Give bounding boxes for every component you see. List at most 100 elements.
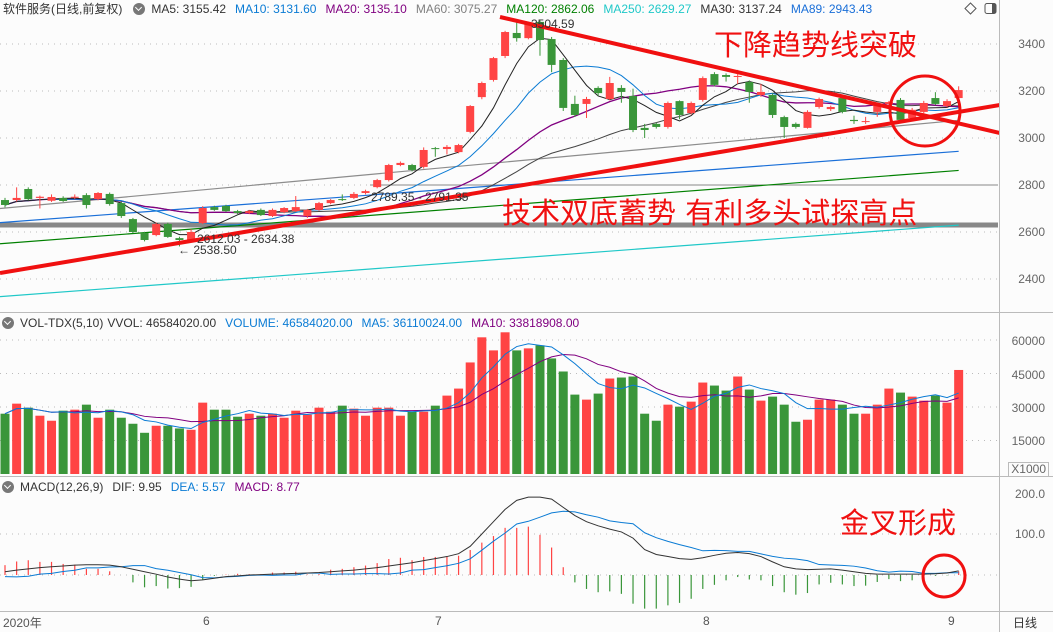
candle-body: [268, 209, 277, 217]
volume-bar: [395, 415, 405, 474]
period-button[interactable]: 日线: [1013, 616, 1038, 630]
volume-bar: [872, 404, 882, 474]
breakout-circle: [888, 74, 962, 148]
volume-bar: [349, 408, 359, 474]
dea-value: DEA: 5.57: [170, 480, 226, 494]
candle-body: [291, 207, 300, 212]
dropdown-icon[interactable]: [2, 317, 14, 329]
price-tick: 2600: [1018, 225, 1045, 239]
candle-body: [687, 102, 696, 114]
volume-bar: [361, 415, 371, 474]
volume-unit: X1000: [1008, 462, 1049, 477]
dropdown-icon[interactable]: [133, 3, 146, 15]
panel-toggle-icon[interactable]: [984, 2, 997, 15]
candle-body: [419, 149, 428, 167]
candle-body: [338, 199, 347, 201]
candle-body: [152, 224, 161, 236]
dea-line: [4, 510, 959, 579]
candle-body: [373, 180, 382, 188]
volume-bar: [58, 410, 68, 474]
volume-bar: [209, 409, 219, 474]
volume-bar: [768, 396, 778, 474]
volume-bar: [582, 399, 591, 474]
volume-bar: [186, 429, 196, 474]
candle-body: [594, 87, 603, 94]
price-range-label: 2789.35 - 2791.35: [371, 190, 469, 204]
volume-bar: [744, 389, 754, 474]
candle-body: [733, 75, 742, 77]
volume-bar: [465, 362, 475, 474]
ma-value: MA10: 3131.60: [235, 2, 317, 16]
diamond-icon[interactable]: [964, 2, 977, 15]
ma-value: MA89: 2943.43: [790, 2, 873, 16]
ma-value: MA250: 2629.27: [603, 2, 692, 16]
candle-body: [94, 192, 103, 200]
volume-bar: [314, 407, 324, 474]
volume-bar: [675, 406, 685, 474]
candle-body: [535, 21, 544, 41]
volume-bar: [116, 417, 126, 474]
candle-body: [454, 145, 463, 153]
ma-value: MA5: 3155.42: [151, 2, 227, 16]
volume-bar: [454, 388, 464, 474]
candle-body: [1, 200, 9, 205]
candle-body: [187, 232, 196, 240]
volume-bar: [733, 376, 743, 474]
volume-bar: [500, 332, 510, 474]
candle-body: [943, 101, 952, 107]
candle-body: [768, 94, 777, 115]
candle-body: [640, 127, 649, 131]
month-label: 6: [203, 614, 210, 628]
volume-bar: [814, 399, 824, 474]
candle-body: [803, 111, 812, 128]
candle-body: [617, 87, 626, 92]
volume-bar: [709, 385, 719, 474]
ma-line-ma250: [0, 224, 959, 298]
candle-body: [675, 101, 684, 115]
volume-bar: [663, 404, 673, 474]
candle-body: [210, 207, 219, 210]
volume-bar: [302, 414, 312, 474]
volume-tick: 15000: [1011, 434, 1045, 448]
dropdown-icon[interactable]: [2, 481, 14, 493]
volume-bar: [221, 409, 231, 474]
descending-trendline: [499, 15, 1000, 135]
volume-bar: [954, 369, 964, 474]
volume-bar: [547, 358, 557, 474]
candle-body: [512, 32, 521, 39]
candle-body: [710, 74, 719, 85]
volume-bar: [605, 378, 615, 474]
volume-bar: [942, 402, 952, 474]
ma-line-ma60: [0, 119, 959, 210]
candle-body: [128, 219, 137, 232]
month-label: 9: [948, 614, 955, 628]
candle-body: [605, 83, 614, 99]
candle-body: [59, 197, 68, 201]
candle-body: [663, 102, 672, 127]
volume-bar: [512, 350, 522, 474]
candle-body: [629, 95, 638, 131]
volume-bar: [698, 382, 708, 474]
volume-bar: [267, 413, 277, 474]
candle-body: [570, 103, 579, 115]
candle-body: [70, 196, 79, 198]
volume-bar: [326, 411, 336, 474]
volume-bar: [826, 399, 836, 474]
price-tick: 3000: [1018, 131, 1045, 145]
candle-body: [47, 196, 56, 201]
candle-body: [256, 209, 265, 216]
candle-body: [838, 98, 847, 112]
candle-body: [384, 165, 393, 181]
candle-body: [315, 203, 324, 210]
volume-bar: [244, 413, 254, 474]
price-tick: 3200: [1018, 84, 1045, 98]
ma-value: MA60: 3075.27: [415, 2, 498, 16]
panel-divider: [0, 611, 1053, 612]
candle-body: [466, 106, 475, 132]
volume-bar: [291, 410, 301, 474]
kline-chart[interactable]: [0, 0, 1000, 612]
golden-cross-annotation: 金叉形成: [840, 506, 957, 540]
volume-bar: [407, 411, 417, 474]
volume-bar: [93, 417, 103, 474]
volume-bar: [861, 413, 871, 474]
